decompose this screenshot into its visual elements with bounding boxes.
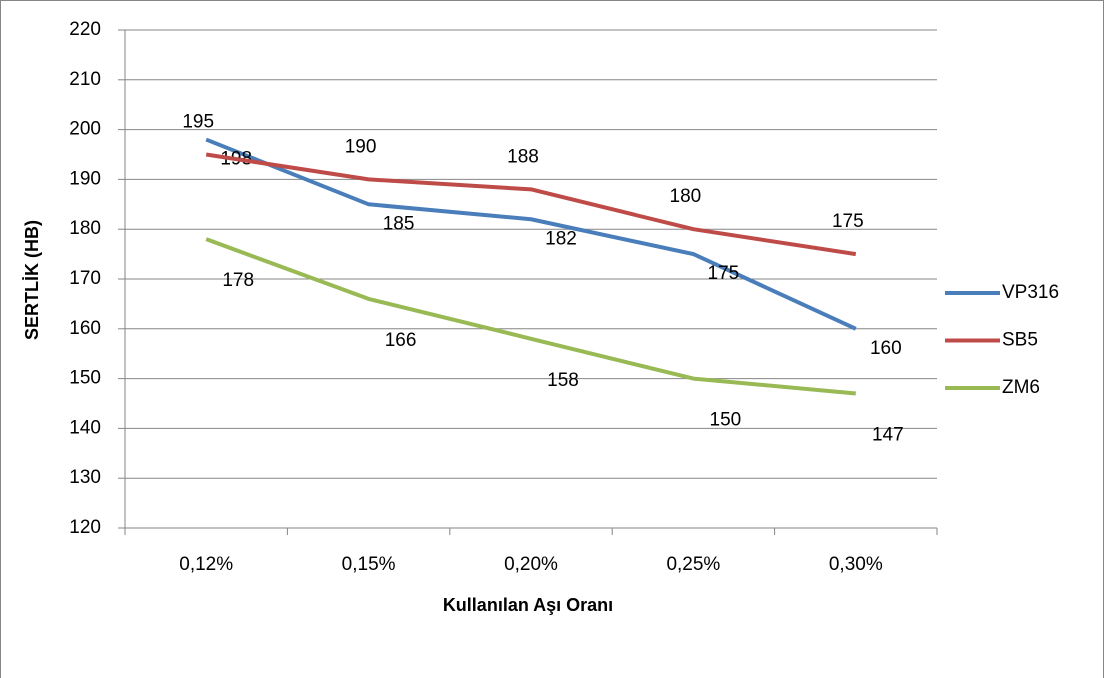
y-tick-label: 130 bbox=[69, 467, 101, 488]
legend-label: SB5 bbox=[1002, 330, 1038, 351]
y-tick-label: 150 bbox=[69, 368, 101, 389]
data-label: 190 bbox=[345, 136, 377, 157]
y-tick-label: 170 bbox=[69, 268, 101, 289]
x-axis-title: Kullanılan Aşı Oranı bbox=[443, 595, 613, 615]
y-tick-label: 200 bbox=[69, 119, 101, 140]
line-series bbox=[205, 152, 857, 257]
data-label: 188 bbox=[507, 146, 539, 167]
data-label: 195 bbox=[182, 112, 214, 133]
y-tick-label: 120 bbox=[69, 517, 101, 538]
data-label: 175 bbox=[832, 211, 864, 232]
y-tick-label: 220 bbox=[69, 19, 101, 40]
data-label: 178 bbox=[222, 270, 254, 291]
x-tick-label: 0,15% bbox=[342, 554, 396, 575]
data-label: 180 bbox=[670, 186, 702, 207]
line-series bbox=[205, 237, 856, 396]
data-label: 147 bbox=[872, 425, 904, 446]
data-label: 158 bbox=[547, 370, 579, 391]
x-tick-label: 0,20% bbox=[504, 554, 558, 575]
data-label: 160 bbox=[870, 338, 902, 359]
x-tick-label: 0,30% bbox=[829, 554, 883, 575]
data-label: 166 bbox=[385, 330, 417, 351]
y-tick-label: 180 bbox=[69, 218, 101, 239]
line-series bbox=[205, 137, 857, 331]
y-tick-label: 140 bbox=[69, 417, 101, 438]
data-label: 185 bbox=[383, 213, 415, 234]
x-tick-label: 0,12% bbox=[179, 554, 233, 575]
data-label: 182 bbox=[545, 228, 577, 249]
legend-label: VP316 bbox=[1002, 282, 1059, 303]
legend-label: ZM6 bbox=[1002, 377, 1040, 398]
y-tick-label: 190 bbox=[69, 168, 101, 189]
x-tick-label: 0,25% bbox=[666, 554, 720, 575]
y-tick-label: 160 bbox=[69, 318, 101, 339]
y-axis-title: SERTLİK (HB) bbox=[22, 220, 42, 340]
y-tick-label: 210 bbox=[69, 69, 101, 90]
data-label: 175 bbox=[708, 263, 740, 284]
data-label: 150 bbox=[710, 410, 742, 431]
